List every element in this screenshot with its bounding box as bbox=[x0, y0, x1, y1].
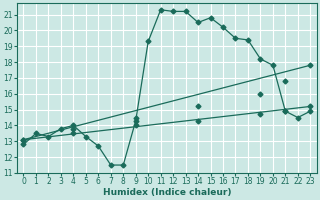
X-axis label: Humidex (Indice chaleur): Humidex (Indice chaleur) bbox=[103, 188, 231, 197]
